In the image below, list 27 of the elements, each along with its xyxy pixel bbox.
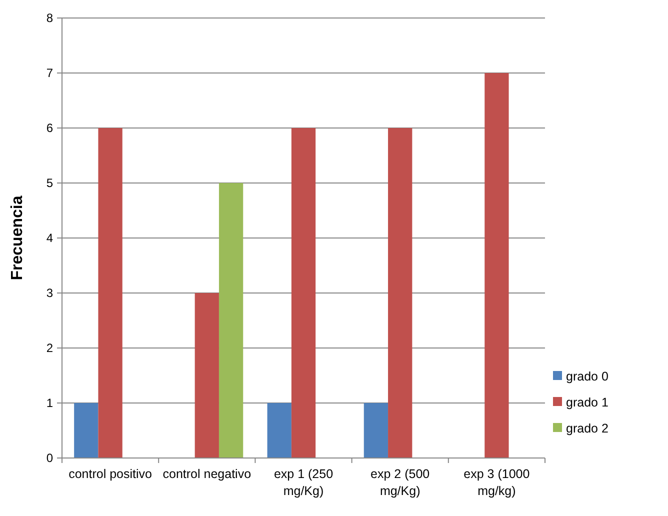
bar: [364, 403, 388, 458]
bar: [388, 128, 412, 458]
bar: [98, 128, 122, 458]
x-tick-label: control negativo: [162, 467, 252, 481]
x-tick-label: exp 3 (1000 mg/kg): [464, 467, 530, 498]
bar: [267, 403, 292, 458]
y-tick-label: 1: [46, 396, 54, 410]
bar: [218, 183, 244, 458]
y-tick-label: 3: [46, 286, 54, 300]
y-tick-label: 2: [46, 341, 54, 356]
y-tick-label: 0: [46, 451, 54, 466]
y-tick-label: 8: [46, 11, 54, 26]
x-tick-label: control positivo: [68, 467, 152, 481]
y-tick-label: 7: [46, 66, 54, 80]
y-tick-label: 4: [46, 231, 54, 246]
bar: [291, 128, 316, 458]
bar: [74, 403, 98, 458]
y-tick-label: 5: [46, 176, 54, 190]
y-tick-label: 6: [46, 121, 54, 136]
y-axis-title: Frecuencia: [9, 196, 26, 280]
legend-label: grado 0: [566, 369, 608, 384]
x-tick-label: exp 2 (500 mg/Kg): [370, 467, 430, 498]
bar: [194, 293, 219, 458]
bar: [484, 73, 509, 458]
legend-label: grado 1: [566, 395, 608, 410]
x-tick-label: exp 1 (250 mg/Kg): [274, 467, 334, 498]
legend-label: grado 2: [566, 421, 608, 436]
